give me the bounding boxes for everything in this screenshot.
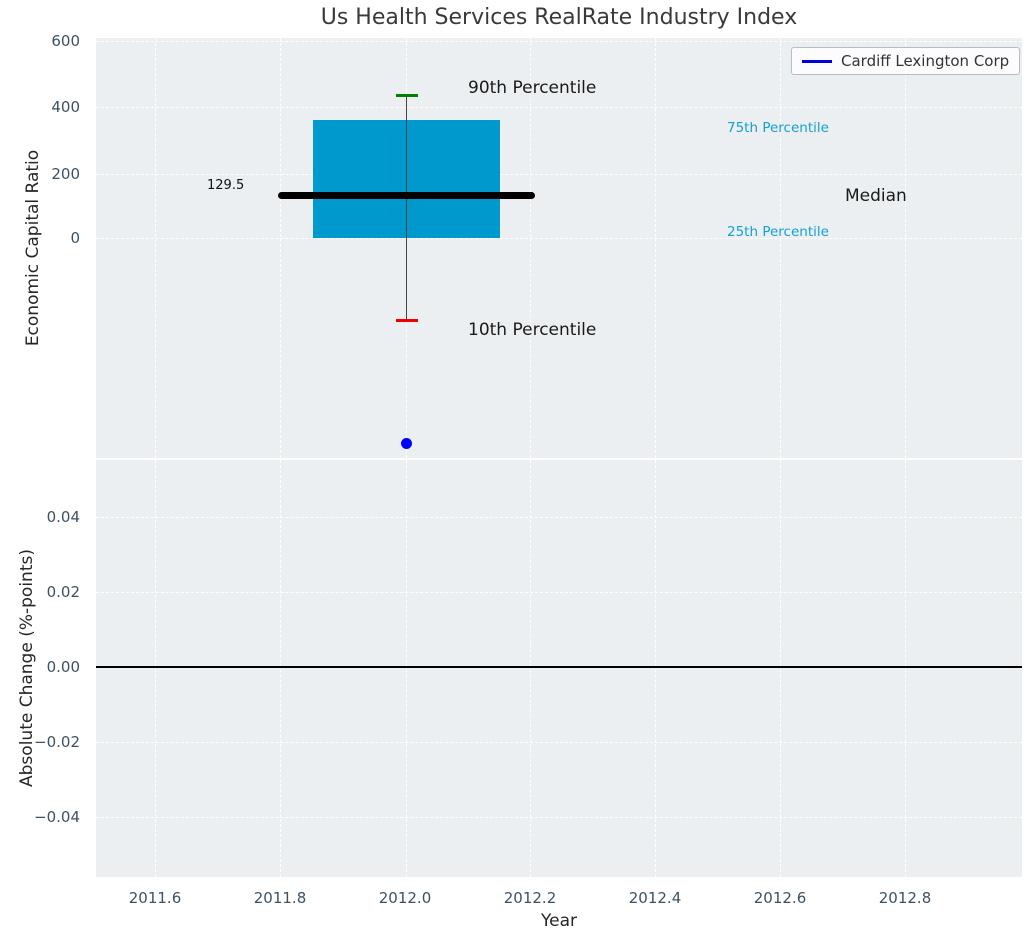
annotation-75th-percentile: 75th Percentile [727, 120, 829, 136]
gridline-horizontal [96, 174, 1022, 175]
gridline-vertical [905, 38, 906, 458]
gridline-vertical [155, 460, 156, 877]
xtick: 2011.8 [253, 889, 307, 907]
gridline-horizontal [96, 592, 1022, 593]
xtick: 2012.2 [503, 889, 557, 907]
gridline-vertical [905, 460, 906, 877]
gridline-vertical [280, 38, 281, 458]
ytick-bottom: 0.02 [46, 583, 80, 601]
legend: Cardiff Lexington Corp [791, 47, 1021, 75]
gridline-horizontal [96, 742, 1022, 743]
boxplot-whisker [405, 95, 407, 320]
gridline-vertical [655, 38, 656, 458]
gridline-horizontal [96, 238, 1022, 239]
xtick: 2012.0 [378, 889, 432, 907]
gridline-vertical [530, 38, 531, 458]
y-axis-label-top: Economic Capital Ratio [23, 149, 43, 347]
gridline-vertical [780, 460, 781, 877]
xtick: 2011.6 [128, 889, 182, 907]
gridline-vertical [405, 460, 407, 877]
whisker-cap-90th [396, 94, 418, 97]
gridline-horizontal [96, 107, 1022, 108]
gridline-horizontal [96, 817, 1022, 818]
ytick-top: 0 [70, 229, 80, 247]
ytick-top: 600 [51, 32, 80, 50]
gridline-vertical [780, 38, 781, 458]
ytick-top: 400 [51, 98, 80, 116]
whisker-cap-10th [396, 319, 418, 322]
ytick-bottom: −0.04 [34, 808, 80, 826]
chart-title: Us Health Services RealRate Industry Ind… [320, 5, 798, 30]
gridline-horizontal [96, 517, 1022, 518]
ytick-top: 200 [51, 165, 80, 183]
gridline-vertical [155, 38, 156, 458]
legend-label: Cardiff Lexington Corp [841, 52, 1010, 70]
gridline-vertical [530, 460, 531, 877]
median-line [278, 191, 535, 199]
y-axis-label-bottom: Absolute Change (%-points) [17, 549, 37, 787]
annotation-median: Median [845, 186, 907, 206]
ytick-bottom: 0.00 [46, 658, 80, 676]
gridline-horizontal [96, 41, 1022, 42]
xtick: 2012.6 [753, 889, 807, 907]
ytick-bottom: −0.02 [34, 733, 80, 751]
x-axis-label: Year [541, 911, 577, 931]
bottom-plot-area [96, 460, 1022, 877]
gridline-vertical [655, 460, 656, 877]
top-plot-area: 90th Percentile 10th Percentile 75th Per… [96, 38, 1022, 458]
annotation-10th-percentile: 10th Percentile [468, 320, 597, 340]
xtick: 2012.8 [878, 889, 932, 907]
xtick: 2012.4 [628, 889, 682, 907]
annotation-90th-percentile: 90th Percentile [468, 78, 597, 98]
annotation-25th-percentile: 25th Percentile [727, 224, 829, 240]
gridline-vertical [280, 460, 281, 877]
ytick-bottom: 0.04 [46, 508, 80, 526]
annotation-median-value: 129.5 [207, 178, 245, 193]
zero-reference-line [96, 666, 1022, 668]
company-data-point [400, 437, 412, 449]
legend-line-swatch [802, 59, 832, 63]
